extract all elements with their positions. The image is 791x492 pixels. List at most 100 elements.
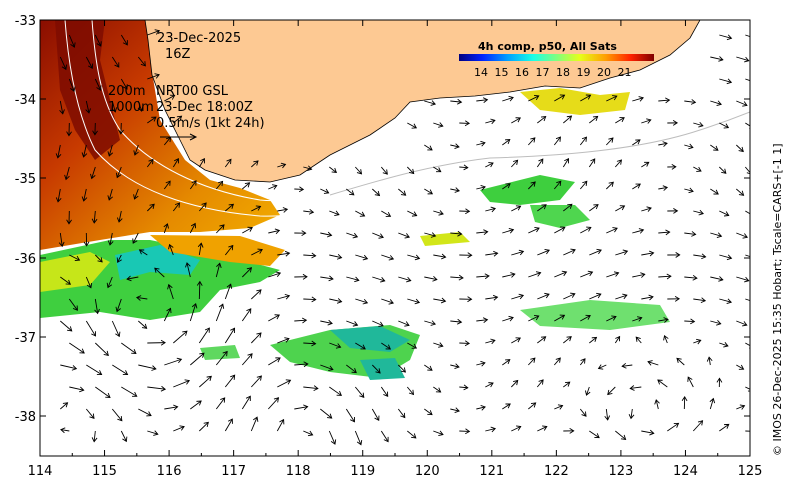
current-arrow [147,74,160,80]
current-arrow-head [153,430,159,436]
current-arrow-head [463,384,469,391]
current-arrow-head [70,42,76,48]
current-arrow [433,298,446,302]
current-arrow-head [122,84,128,90]
current-arrow-head [385,211,392,217]
current-arrow [68,34,75,48]
current-arrow [355,342,366,350]
sst-teal-patch-south [330,326,410,352]
current-arrow [329,298,342,303]
date-label: 23-Dec-2025 [157,31,241,46]
current-arrow [116,298,122,312]
current-arrow-head [166,307,172,314]
current-arrow [137,56,146,67]
current-arrow-head [169,94,176,100]
current-arrow-head [585,390,591,396]
current-arrow-head [138,249,145,255]
current-arrow-head [246,308,252,314]
current-arrow [708,357,711,366]
current-arrow [85,56,93,69]
current-arrow [563,203,573,212]
current-arrow-head [374,190,381,197]
current-arrow-head [374,415,380,422]
current-arrow-head [382,169,388,175]
current-arrow-head [81,152,88,158]
current-arrow [173,426,185,432]
current-arrow-head [718,56,724,62]
current-arrow-head [458,274,464,281]
current-arrow [563,336,572,344]
current-arrow-head [160,385,167,392]
current-arrow-head [168,243,174,250]
current-arrow [320,188,329,194]
current-arrow-head [612,227,618,233]
current-arrow-head [665,97,671,104]
current-arrow-head [154,29,161,35]
current-arrow-head [454,363,460,369]
current-arrow [224,245,234,256]
current-arrow-head [151,116,157,122]
current-arrow [684,276,697,279]
current-arrow-head [713,145,719,151]
bathymetry-contour-offshore [329,111,750,196]
colorbar-ticks: 14 15 16 17 18 19 20 21 [474,66,632,79]
current-arrow-head [311,340,317,347]
current-arrow [355,298,368,304]
current-arrow [632,317,642,322]
current-arrow [528,315,539,322]
current-arrow [189,303,197,322]
current-arrow-head [190,222,197,229]
y-tick-label: -34 [15,93,36,108]
current-arrow-head [467,296,473,303]
current-arrow-head [383,391,389,398]
current-arrow-head [585,94,592,100]
current-arrow-head [696,338,702,345]
current-arrow-head [89,413,95,419]
current-arrow [126,276,139,280]
sst-orange-band [150,235,285,266]
current-arrow-head [751,429,755,434]
current-arrow-head [79,348,85,354]
current-arrow [684,188,694,192]
y-tick-label: -33 [15,14,36,29]
current-arrow-head [81,196,88,202]
current-arrow [632,273,645,278]
current-arrow-head [621,362,627,369]
current-arrow [658,142,668,146]
current-arrow-head [635,336,641,342]
current-arrow [632,229,644,234]
current-arrow [83,188,87,202]
current-arrow-head [515,337,521,343]
current-arrow [241,308,252,322]
current-arrow-head [184,379,191,385]
current-arrow [85,320,96,337]
current-arrow-head [107,240,114,246]
current-arrow [277,338,290,344]
current-arrow-head [216,262,222,269]
bathymetry-contour-1000m [64,20,750,217]
current-arrow [719,78,732,83]
current-arrow [346,320,358,326]
current-arrow-head [483,229,489,236]
current-arrow [138,364,156,370]
current-arrow-head [490,118,496,125]
current-arrow [433,166,441,173]
current-arrow-head [535,271,542,277]
current-arrow [111,320,120,337]
current-arrow-head [530,181,536,187]
current-arrow-head [122,436,128,443]
current-arrow-head [724,423,730,429]
current-arrow-head [359,211,366,217]
current-arrow [450,364,460,368]
current-arrow-head [414,298,421,305]
current-arrow [606,95,617,102]
current-arrow-head [137,106,144,112]
current-arrow [664,335,668,344]
current-arrow [719,423,730,432]
current-arrow [94,298,99,314]
current-arrow-head [566,336,572,342]
current-arrow-head [154,267,160,273]
current-arrow [476,275,490,278]
credit-text: © IMOS 26-Dec-2025 15:35 Hobart; Tscale=… [771,143,784,456]
colorbar-tick-label: 17 [536,66,550,79]
